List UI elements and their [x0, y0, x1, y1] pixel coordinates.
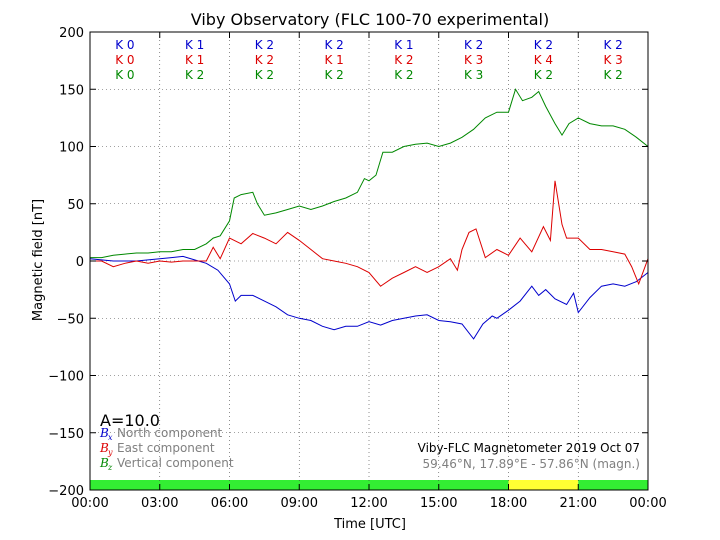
x-tick-label: 00:00	[629, 496, 666, 511]
x-tick-label: 12:00	[350, 496, 387, 511]
k-index-label: K 2	[394, 68, 413, 82]
k-index-label: K 2	[534, 38, 553, 52]
k-index-label: K 2	[464, 38, 483, 52]
k-index-label: K 2	[394, 53, 413, 67]
k-index-label: K 0	[115, 68, 134, 82]
k-index-label: K 3	[464, 68, 483, 82]
grid	[90, 32, 648, 490]
activity-bar-segment	[578, 480, 648, 490]
y-tick-label: −50	[57, 312, 84, 327]
x-tick-label: 15:00	[420, 496, 457, 511]
k-index-label: K 2	[255, 38, 274, 52]
k-index-label: K 2	[324, 68, 343, 82]
k-index-label: K 3	[464, 53, 483, 67]
y-tick-label: −100	[48, 370, 84, 385]
legend-subscript: z	[107, 463, 113, 472]
series-line-by	[90, 180, 649, 287]
k-index-label: K 2	[534, 68, 553, 82]
k-index-label: K 1	[324, 53, 343, 67]
k-index-label: K 2	[324, 38, 343, 52]
k-index-label: K 3	[603, 53, 622, 67]
k-index-label: K 0	[115, 38, 134, 52]
y-axis-ticks: −200 −150 −100 −50 0 50 100 150 200	[48, 26, 648, 499]
x-axis-ticks: 00:00 03:00 06:00 09:00 12:00 15:00 18:00 21:00…	[71, 32, 667, 511]
y-axis-label: Magnetic field [nT]	[31, 199, 46, 321]
series-line-bx	[89, 255, 649, 340]
chart-title: Viby Observatory (FLC 100-70 experimenta…	[191, 10, 550, 29]
k-index-label: K 2	[185, 68, 204, 82]
k-index-label: K 1	[185, 38, 204, 52]
footer-title: Viby-FLC Magnetometer 2019 Oct 07	[418, 441, 640, 455]
k-index-label: K 4	[534, 53, 553, 67]
x-tick-label: 06:00	[211, 496, 248, 511]
legend-symbol: B	[99, 456, 109, 470]
k-index-label: K 1	[394, 38, 413, 52]
series-line-bz	[90, 88, 649, 259]
legend-subscript: x	[108, 433, 113, 442]
y-tick-label: 0	[76, 255, 84, 270]
legend-entry-label: East component	[117, 441, 215, 455]
x-axis-label: Time [UTC]	[333, 517, 406, 532]
k-index-label: K 1	[185, 53, 204, 67]
x-tick-label: 00:00	[71, 496, 108, 511]
k-index-label: K 0	[115, 53, 134, 67]
activity-bar-segment	[508, 480, 579, 490]
x-tick-label: 18:00	[490, 496, 527, 511]
k-index-label: K 2	[255, 53, 274, 67]
x-tick-label: 21:00	[560, 496, 597, 511]
footer-coordinates: 59.46°N, 17.89°E - 57.86°N (magn.)	[423, 457, 640, 471]
y-tick-label: −150	[48, 427, 84, 442]
k-index-label: K 2	[603, 68, 622, 82]
y-tick-label: 200	[59, 26, 84, 41]
activity-index-label: A=10.0	[100, 411, 160, 430]
y-tick-label: 50	[67, 198, 84, 213]
y-tick-label: 150	[59, 83, 84, 98]
legend-symbol: B	[99, 426, 109, 440]
y-tick-label: 100	[59, 141, 84, 156]
x-tick-label: 09:00	[281, 496, 318, 511]
legend-symbol: B	[99, 441, 109, 455]
y-tick-label: −200	[48, 484, 84, 499]
legend-entry-label: North component	[117, 426, 223, 440]
x-tick-label: 03:00	[141, 496, 178, 511]
series-layer	[89, 88, 649, 340]
legend-entry-label: Vertical component	[117, 456, 234, 470]
legend-subscript: y	[107, 448, 113, 457]
k-index-label: K 2	[603, 38, 622, 52]
k-index-label: K 2	[255, 68, 274, 82]
